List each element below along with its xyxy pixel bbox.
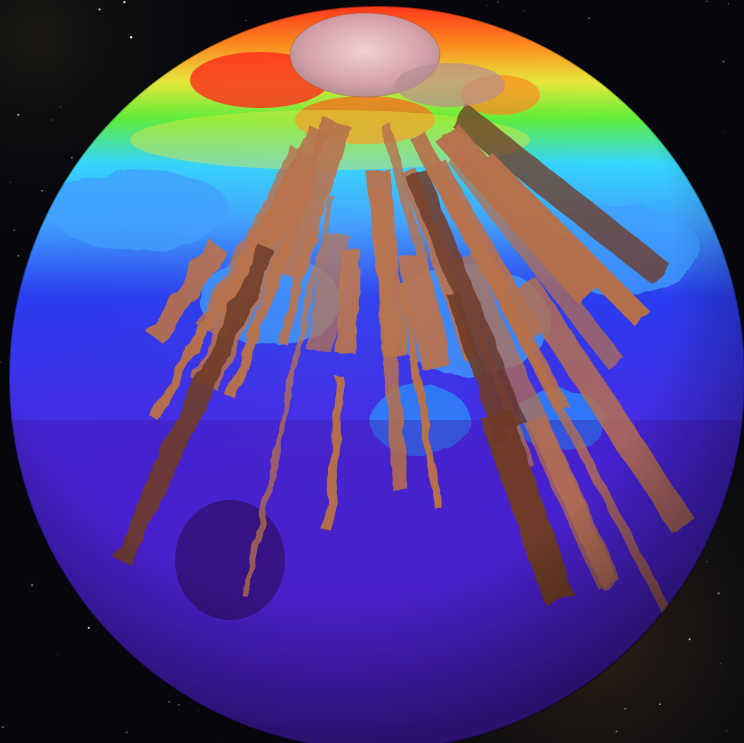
star [87, 626, 90, 630]
star [13, 229, 16, 232]
star [706, 561, 708, 563]
star [245, 19, 247, 21]
star [486, 5, 488, 7]
star [722, 60, 725, 63]
star [218, 741, 220, 743]
star [129, 35, 133, 39]
star [17, 254, 20, 257]
star [168, 701, 170, 703]
star [0, 361, 1, 363]
star [724, 131, 726, 133]
star [615, 730, 618, 733]
star [523, 10, 525, 12]
star [9, 181, 11, 183]
star [497, 1, 499, 3]
star [56, 654, 58, 656]
star [588, 17, 590, 20]
star [688, 638, 691, 641]
star [178, 704, 180, 706]
star [659, 703, 661, 706]
star [52, 119, 53, 121]
globe-rim [8, 5, 744, 743]
star [41, 189, 44, 192]
star [1, 726, 4, 728]
star [17, 113, 20, 116]
star [727, 3, 729, 5]
star [125, 27, 126, 29]
star [60, 106, 62, 108]
star [197, 710, 199, 712]
star [98, 8, 101, 11]
star [30, 583, 34, 587]
star [624, 707, 626, 710]
star [726, 730, 728, 732]
star [70, 156, 74, 159]
star [717, 592, 720, 595]
star [123, 1, 126, 4]
star [126, 731, 128, 734]
star [719, 663, 721, 665]
star [706, 0, 708, 3]
